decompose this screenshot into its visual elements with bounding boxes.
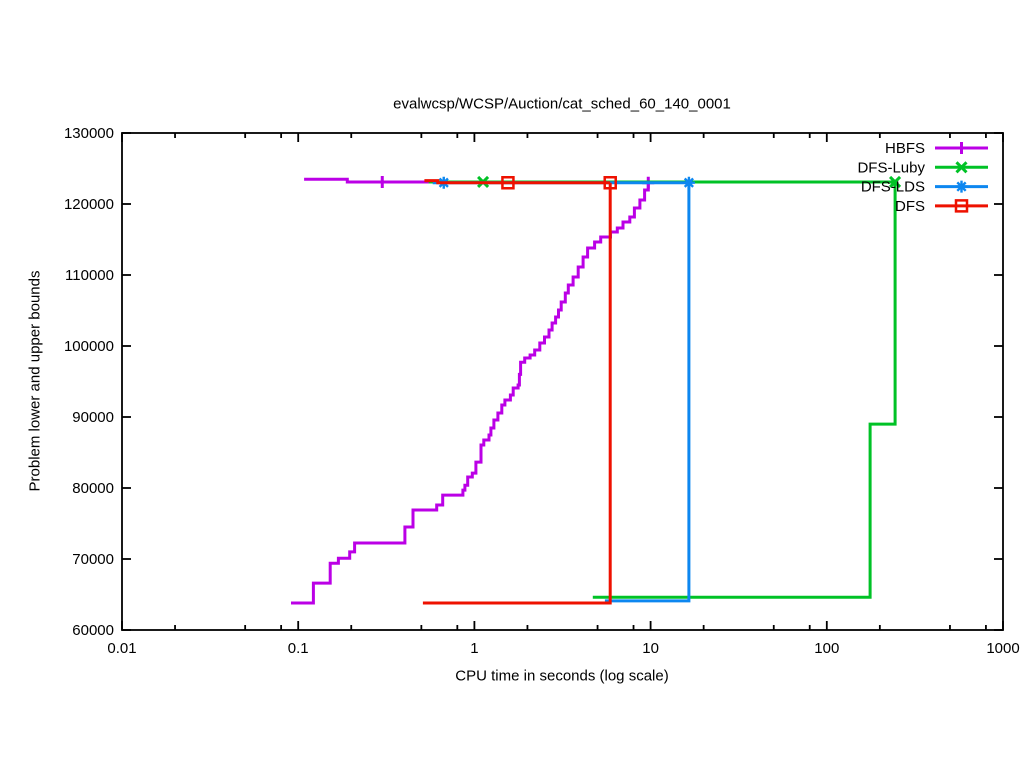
x-tick-label: 1 xyxy=(470,640,478,657)
y-tick-label: 130000 xyxy=(64,125,114,142)
legend-label-dfs: DFS xyxy=(895,198,925,215)
legend-label-dfs-luby: DFS-Luby xyxy=(857,159,925,176)
y-tick-label: 110000 xyxy=(65,267,114,284)
series-dfs-lds-lower-bound-line xyxy=(604,182,691,603)
series-dfs-upper-bound-line xyxy=(424,179,611,185)
legend-item-dfs: DFS xyxy=(895,198,988,215)
y-tick-label: 90000 xyxy=(72,409,114,426)
series-dfs xyxy=(422,175,617,605)
series-dfs-marker-square xyxy=(501,175,515,190)
legend-label-hbfs: HBFS xyxy=(885,140,925,157)
series-dfs-luby-marker-cross xyxy=(888,175,902,189)
series-dfs-lds-marker-star xyxy=(682,176,695,189)
y-axis-ticks: 60000 70000 80000 90000 100000 110000 120000 13… xyxy=(64,125,1003,639)
y-tick-label: 120000 xyxy=(64,196,114,213)
legend-label-dfs-lds: DFS-LDS xyxy=(861,179,925,196)
plot-border xyxy=(121,132,1004,631)
series-dfs-lower-bound-line xyxy=(422,182,612,605)
legend-marker-square-icon xyxy=(954,199,969,213)
x-axis-label: CPU time in seconds (log scale) xyxy=(455,667,669,685)
x-tick-label: 10 xyxy=(642,640,659,657)
legend-item-hbfs: HBFS xyxy=(885,140,988,157)
x-tick-label: 100 xyxy=(814,640,839,657)
y-tick-label: 100000 xyxy=(64,338,114,355)
series-hbfs xyxy=(291,175,655,605)
y-tick-label: 70000 xyxy=(72,551,114,568)
x-tick-label: 0.01 xyxy=(107,640,136,657)
series-hbfs-marker-plus xyxy=(376,175,389,188)
legend-item-dfs-luby: DFS-Luby xyxy=(857,159,988,176)
legend-marker-cross-icon xyxy=(955,161,968,174)
x-tick-label: 0.1 xyxy=(288,640,309,657)
series-dfs-luby xyxy=(428,175,902,599)
legend-marker-plus-icon xyxy=(955,142,968,154)
chart-title: evalwcsp/WCSP/Auction/cat_sched_60_140_0… xyxy=(393,95,731,113)
series-dfs-lds xyxy=(432,176,695,603)
x-tick-label: 1000 xyxy=(986,640,1019,657)
series-hbfs-lower-bound-line xyxy=(291,182,650,605)
legend-marker-star-icon xyxy=(955,180,968,193)
series-dfs-marker-square xyxy=(603,175,617,190)
x-axis-ticks: 0.01 0.1 1 10 100 1000 xyxy=(107,133,1020,657)
legend-item-dfs-lds: DFS-LDS xyxy=(861,179,988,196)
y-tick-label: 80000 xyxy=(72,480,114,497)
legend: HBFS DFS-Luby DFS-LDS DFS xyxy=(857,140,988,215)
series-dfs-luby-lower-bound-line xyxy=(592,182,897,599)
y-tick-label: 60000 xyxy=(72,622,114,639)
